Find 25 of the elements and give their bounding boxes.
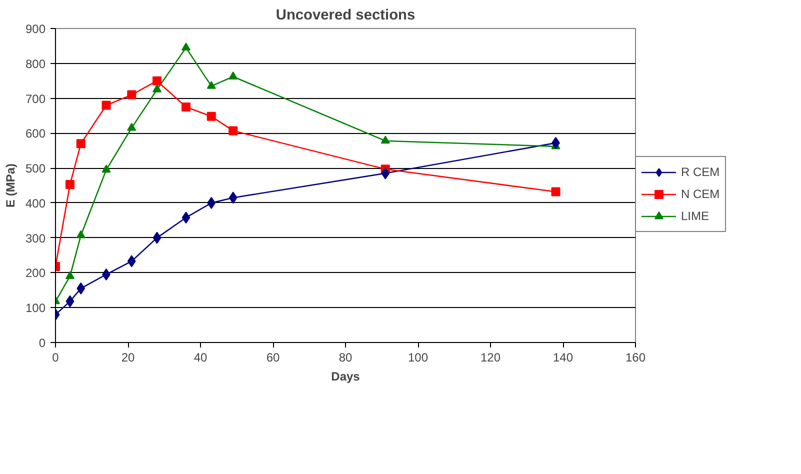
legend-label: R CEM bbox=[681, 165, 720, 179]
x-tick-label: 0 bbox=[52, 350, 60, 364]
y-tick-label: 900 bbox=[25, 22, 46, 36]
x-tick-label: 80 bbox=[338, 350, 352, 364]
legend-label: LIME bbox=[681, 209, 710, 223]
x-tick-label: 120 bbox=[480, 350, 501, 364]
chart-title: Uncovered sections bbox=[276, 8, 416, 24]
y-tick-label: 100 bbox=[25, 301, 46, 316]
x-tick-label: 20 bbox=[121, 350, 135, 364]
y-tick-label: 400 bbox=[25, 196, 46, 210]
x-tick-label: 140 bbox=[552, 350, 574, 364]
x-tick-label: 100 bbox=[408, 350, 428, 364]
y-tick-label: 700 bbox=[25, 92, 46, 106]
legend-label: N CEM bbox=[681, 187, 720, 201]
x-tick-label: 60 bbox=[266, 350, 280, 364]
x-tick-label: 40 bbox=[194, 350, 208, 364]
y-tick-label: 600 bbox=[25, 126, 46, 141]
y-tick-label: 500 bbox=[25, 162, 46, 176]
y-tick-label: 200 bbox=[25, 266, 46, 280]
y-axis-title: E (MPa) bbox=[3, 163, 18, 208]
x-axis-title: Days bbox=[331, 370, 360, 384]
y-tick-label: 300 bbox=[25, 231, 46, 246]
x-tick-label: 160 bbox=[625, 350, 646, 364]
y-tick-label: 800 bbox=[25, 56, 46, 71]
y-tick-label: 0 bbox=[38, 336, 46, 350]
